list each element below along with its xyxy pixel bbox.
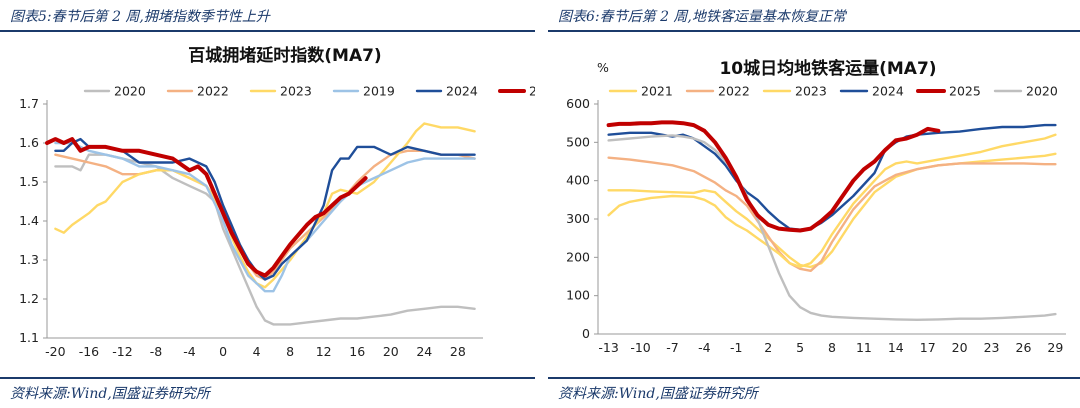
series-line-2020 [54, 153, 476, 326]
legend-item-2021: 2021 [608, 84, 673, 99]
x-tick-label: -4 [183, 344, 196, 359]
x-tick-label: 14 [888, 340, 904, 355]
y-tick-label: 600 [566, 96, 590, 111]
y-tick-label: 1.1 [19, 330, 39, 345]
legend-label: 2022 [197, 84, 229, 99]
x-tick-label: 16 [349, 344, 365, 359]
y-tick-label: 1.5 [19, 174, 39, 189]
y-tick-label: 400 [566, 173, 590, 188]
x-tick-label: 29 [1047, 340, 1063, 355]
legend-label: 2021 [641, 84, 673, 99]
legend-item-2022: 2022 [166, 84, 229, 99]
legend-item-2023: 2023 [762, 84, 827, 99]
series-line-2024 [607, 123, 1057, 231]
legend-item-2025: 2025 [498, 84, 535, 99]
subway-ridership-chart: 10城日均地铁客运量(MA7)% 0 100 200 300 400 500 600 -13 -1… [566, 58, 1066, 355]
legend-label: 2025 [529, 84, 535, 99]
panel-traffic-index: 图表5:春节后第 2 周,拥堵指数季节性上升 百城拥堵延时指数(MA7) 1.1 1… [0, 0, 535, 408]
series-line-2025 [45, 137, 368, 278]
source-note: 资料来源:Wind,国盛证券研究所 [10, 386, 210, 402]
legend-label: 2023 [280, 84, 312, 99]
legend-label: 2022 [718, 84, 750, 99]
x-tick-label: 17 [920, 340, 936, 355]
legend-label: 2025 [949, 84, 981, 99]
legend-label: 2024 [872, 84, 904, 99]
x-tick-label: -20 [45, 344, 65, 359]
legend-label: 2020 [114, 84, 146, 99]
panel-subway-ridership: 图表6:春节后第 2 周,地铁客运量基本恢复正常 10城日均地铁客运量(MA7)… [548, 0, 1080, 408]
x-tick-label: -13 [598, 340, 618, 355]
series-line-2022 [607, 156, 1057, 273]
panel-title: 图表6:春节后第 2 周,地铁客运量基本恢复正常 [558, 9, 846, 25]
y-tick-label: 200 [566, 249, 590, 264]
series-line-2022 [54, 149, 476, 281]
legend-item-2020: 2020 [83, 84, 146, 99]
x-tick-label: 26 [1016, 340, 1032, 355]
x-tick-label: -8 [150, 344, 163, 359]
series-line-2020 [607, 134, 1057, 321]
legend-item-2020: 2020 [993, 84, 1058, 99]
x-tick-label: -7 [666, 340, 678, 355]
x-tick-label: -16 [79, 344, 99, 359]
y-tick-label: 300 [566, 211, 590, 226]
legend-item-2019: 2019 [332, 84, 395, 99]
y-tick-label: 500 [566, 134, 590, 149]
x-tick-label: 2 [764, 340, 772, 355]
series-line-2019 [54, 141, 476, 293]
legend-label: 2024 [446, 84, 478, 99]
top-divider [0, 30, 535, 32]
source-note: 资料来源:Wind,国盛证券研究所 [558, 386, 758, 402]
panel-title: 图表5:春节后第 2 周,拥堵指数季节性上升 [10, 9, 270, 25]
legend-label: 2019 [363, 84, 395, 99]
x-tick-label: 12 [316, 344, 332, 359]
y-tick-label: 1.7 [19, 96, 39, 111]
y-tick-label: 100 [566, 288, 590, 303]
x-tick-label: 11 [856, 340, 872, 355]
y-tick-label: 1.6 [19, 135, 39, 150]
chart-title: 百城拥堵延时指数(MA7) [188, 45, 381, 66]
y-tick-label: 0 [582, 326, 590, 341]
traffic-index-chart: 百城拥堵延时指数(MA7) 1.1 1.2 1.3 1.4 1.5 1.6 1.7 -20 -16… [19, 45, 535, 359]
x-tick-label: -4 [698, 340, 711, 355]
x-tick-label: 4 [253, 344, 261, 359]
x-tick-label: 28 [450, 344, 466, 359]
x-tick-label: 0 [219, 344, 227, 359]
legend-item-2024: 2024 [415, 84, 478, 99]
x-tick-label: -10 [630, 340, 650, 355]
bottom-divider [0, 377, 535, 379]
x-tick-label: 8 [828, 340, 836, 355]
chart-title: 10城日均地铁客运量(MA7) [719, 58, 936, 79]
legend-item-2025: 2025 [916, 84, 981, 99]
top-divider [548, 30, 1080, 32]
legend-item-2024: 2024 [839, 84, 904, 99]
series-line-2024 [54, 137, 476, 281]
x-tick-label: 20 [383, 344, 399, 359]
series-line-2025 [606, 120, 941, 233]
x-tick-label: 23 [984, 340, 1000, 355]
y-tick-label: 1.4 [19, 213, 39, 228]
x-tick-label: -12 [112, 344, 132, 359]
y-unit-label: % [597, 60, 609, 75]
series-line-2023 [607, 133, 1057, 269]
y-tick-label: 1.3 [19, 252, 39, 267]
y-tick-label: 1.2 [19, 291, 39, 306]
legend-label: 2020 [1026, 84, 1058, 99]
bottom-divider [548, 377, 1080, 379]
x-tick-label: 8 [286, 344, 294, 359]
legend-item-2022: 2022 [685, 84, 750, 99]
x-tick-label: 24 [416, 344, 432, 359]
legend-label: 2023 [795, 84, 827, 99]
legend-item-2023: 2023 [249, 84, 312, 99]
x-tick-label: 20 [952, 340, 968, 355]
x-tick-label: 5 [796, 340, 804, 355]
x-tick-label: -1 [730, 340, 742, 355]
